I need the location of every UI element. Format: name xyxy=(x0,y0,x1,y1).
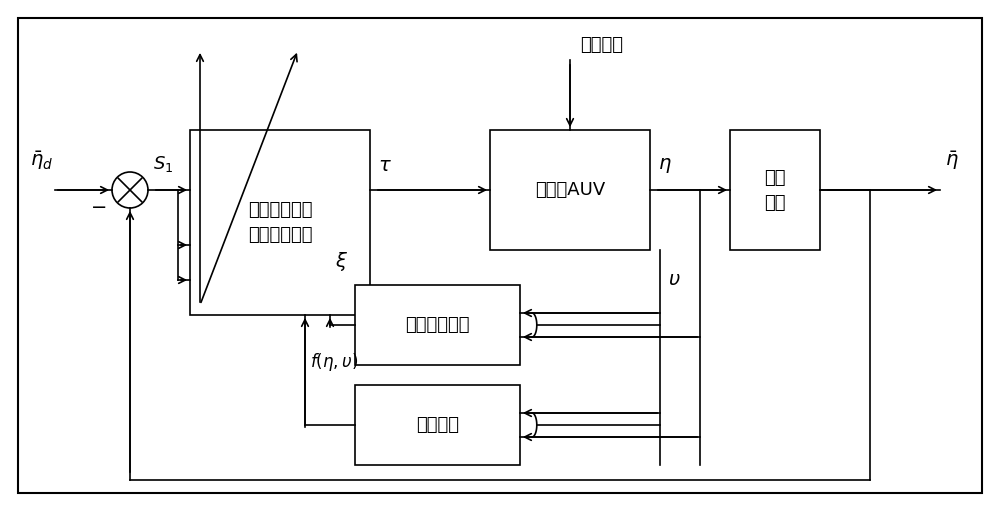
Text: $\bar{\eta}$: $\bar{\eta}$ xyxy=(945,149,959,172)
Text: $\eta$: $\eta$ xyxy=(658,156,672,175)
Bar xyxy=(490,130,650,250)
Bar xyxy=(730,130,820,250)
Bar xyxy=(355,285,520,365)
Bar xyxy=(355,385,520,465)
Text: $\tau$: $\tau$ xyxy=(378,156,392,175)
Text: $f(\eta,\upsilon)$: $f(\eta,\upsilon)$ xyxy=(310,351,358,373)
Text: 执行器故障鲁
棒容错控制律: 执行器故障鲁 棒容错控制律 xyxy=(248,201,312,244)
Text: $\bar{\eta}_d$: $\bar{\eta}_d$ xyxy=(30,149,53,172)
Text: 辅助动态系统: 辅助动态系统 xyxy=(405,316,470,334)
Text: $\upsilon$: $\upsilon$ xyxy=(668,270,681,289)
Text: 海流扰动: 海流扰动 xyxy=(580,36,623,54)
Text: −: − xyxy=(91,198,107,217)
Bar xyxy=(190,130,370,315)
Text: $\xi$: $\xi$ xyxy=(335,250,348,273)
Text: 坐标
变换: 坐标 变换 xyxy=(764,169,786,212)
Text: $S_1$: $S_1$ xyxy=(153,154,173,174)
Text: 神经网络: 神经网络 xyxy=(416,416,459,434)
Text: 欠驱动AUV: 欠驱动AUV xyxy=(535,181,605,199)
